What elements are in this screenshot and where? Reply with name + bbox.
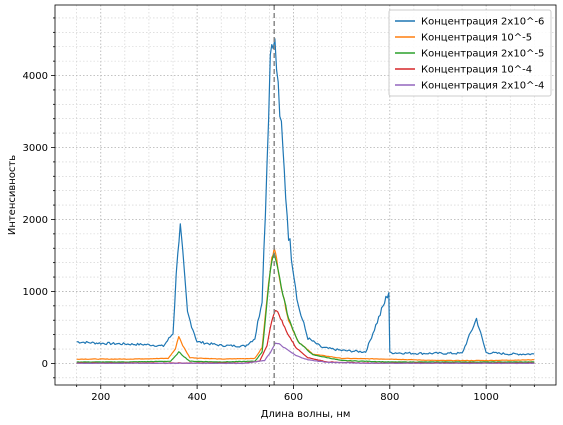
legend-entry: Концентрация 10^-5 (421, 33, 532, 44)
legend-entry: Концентрация 2x10^-5 (421, 49, 544, 60)
x-tick-label: 200 (91, 392, 110, 403)
y-tick-label: 1000 (23, 287, 48, 298)
x-tick-label: 1000 (473, 392, 498, 403)
series-line-5 (76, 342, 535, 365)
y-tick-label: 4000 (23, 71, 48, 82)
plot-frame (54, 4, 557, 386)
axis-ticks: 200 400 600 800 1000 0 1000 2000 3000 4000 (23, 17, 535, 403)
legend-entry: Концентрация 2x10^-4 (421, 81, 544, 92)
series-line-3 (76, 252, 535, 363)
y-tick-label: 3000 (23, 143, 48, 154)
x-tick-label: 400 (188, 392, 207, 403)
y-axis-label: Интенсивность (7, 155, 18, 235)
y-tick-label: 2000 (23, 215, 48, 226)
legend-box (388, 9, 552, 97)
y-tick-label: 0 (42, 359, 48, 370)
legend-entry: Концентрация 2x10^-6 (421, 17, 544, 28)
legend: Концентрация 2x10^-6 Концентрация 10^-5 Ко… (388, 9, 552, 97)
legend-entry: Концентрация 10^-4 (421, 65, 532, 76)
series-layer (76, 38, 535, 365)
x-tick-label: 600 (284, 392, 303, 403)
x-tick-label: 800 (380, 392, 399, 403)
series-line-1 (76, 38, 535, 356)
x-axis-label: Длина волны, нм (261, 409, 351, 420)
